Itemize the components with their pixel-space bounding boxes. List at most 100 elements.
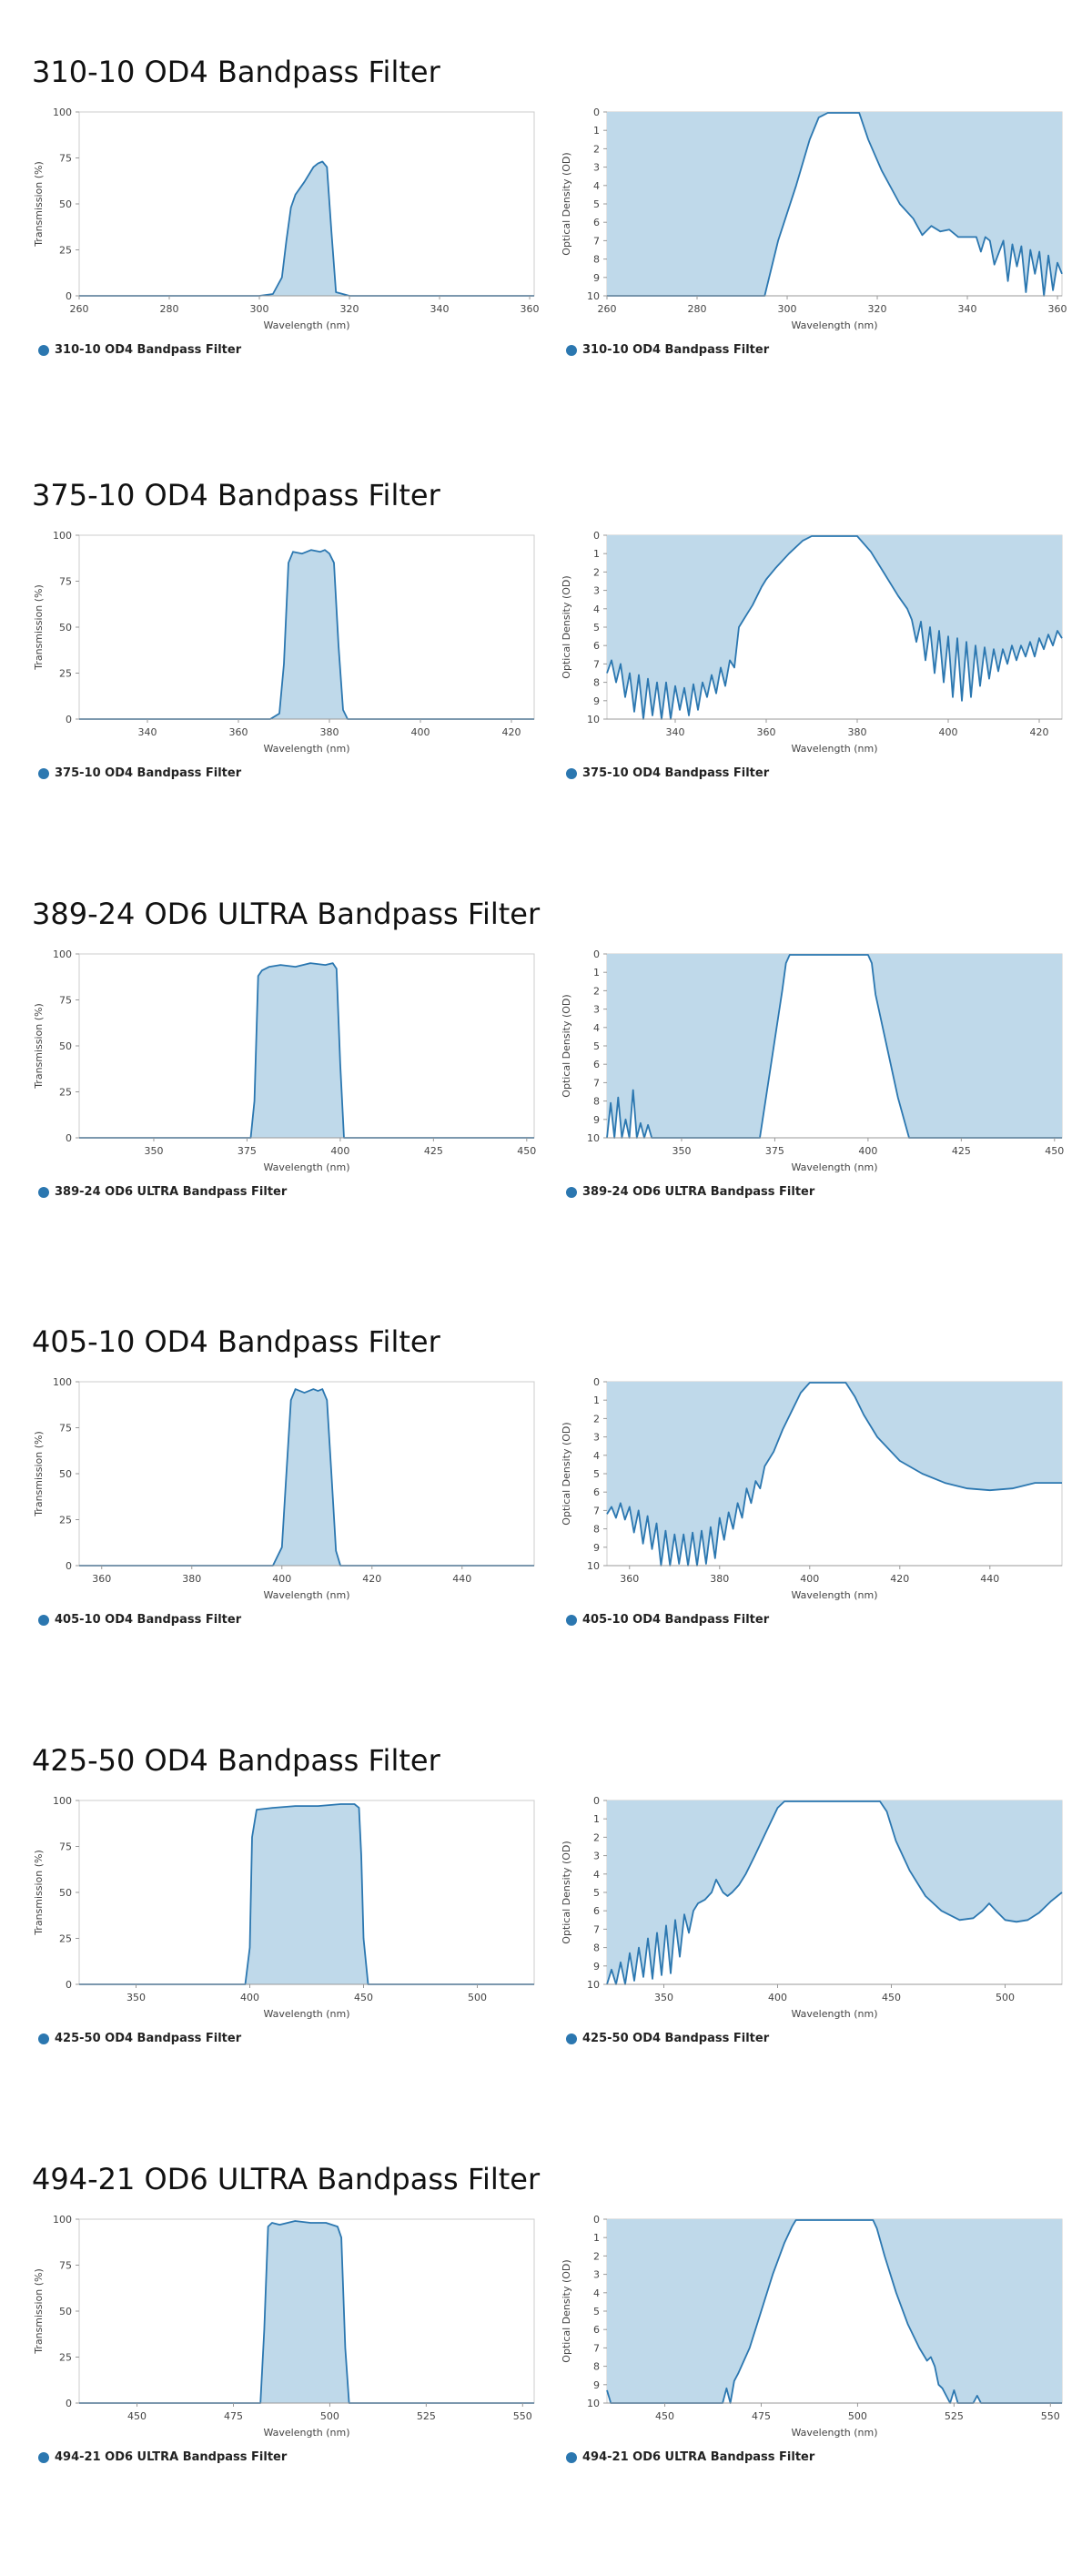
x-axis-title: Wavelength (nm) xyxy=(263,743,349,755)
x-axis-title: Wavelength (nm) xyxy=(791,743,877,755)
optical-density-chart: 0 1 2 3 4 5 6 7 8 9 10 350 375 400 425 450 Wavelength (n… xyxy=(557,947,1067,1211)
y-tick-label: 6 xyxy=(593,1059,600,1070)
x-tick-label: 360 xyxy=(229,726,248,738)
x-axis-title: Wavelength (nm) xyxy=(791,2008,877,2020)
y-tick-label: 0 xyxy=(593,1376,600,1388)
y-tick-label: 25 xyxy=(59,1933,72,1945)
y-tick-label: 4 xyxy=(593,1869,600,1881)
chart-legend[interactable]: 405-10 OD4 Bandpass Filter xyxy=(566,1613,769,1627)
legend-label: 310-10 OD4 Bandpass Filter xyxy=(55,343,242,357)
y-axis-title: Optical Density (OD) xyxy=(561,152,572,255)
legend-marker-icon xyxy=(566,1186,577,1198)
y-tick-label: 8 xyxy=(593,254,600,266)
legend-marker-icon xyxy=(566,767,577,779)
y-tick-label: 6 xyxy=(593,2324,600,2336)
legend-label: 405-10 OD4 Bandpass Filter xyxy=(55,1613,242,1627)
x-tick-label: 400 xyxy=(939,726,958,738)
x-tick-label: 420 xyxy=(1030,726,1049,738)
legend-label: 310-10 OD4 Bandpass Filter xyxy=(582,343,770,357)
series-area xyxy=(79,550,534,719)
x-tick-label: 400 xyxy=(411,726,430,738)
transmission-chart: 0 25 50 75 100 340 360 380 400 420 Wavelength (nm)… xyxy=(29,528,539,792)
optical-density-chart: 0 1 2 3 4 5 6 7 8 9 10 340 360 380 400 420 Wavelength (n… xyxy=(557,528,1067,792)
x-tick-label: 380 xyxy=(182,1573,201,1585)
filter-section: 375-10 OD4 Bandpass Filter 0 25 50 75 100 340 3… xyxy=(0,478,1092,878)
x-tick-label: 260 xyxy=(598,303,617,315)
y-tick-label: 9 xyxy=(593,272,600,284)
y-axis-title: Transmission (%) xyxy=(33,1431,45,1517)
x-tick-label: 475 xyxy=(224,2410,243,2422)
y-tick-label: 7 xyxy=(593,658,600,670)
y-tick-label: 7 xyxy=(593,2342,600,2354)
y-tick-label: 7 xyxy=(593,235,600,247)
chart-legend[interactable]: 405-10 OD4 Bandpass Filter xyxy=(38,1613,241,1627)
y-tick-label: 75 xyxy=(59,2260,72,2272)
y-tick-label: 5 xyxy=(593,1040,600,1052)
x-tick-label: 360 xyxy=(92,1573,111,1585)
y-tick-label: 100 xyxy=(53,530,72,542)
series-area xyxy=(79,1389,534,1566)
series-line xyxy=(79,549,534,720)
chart-legend[interactable]: 494-21 OD6 ULTRA Bandpass Filter xyxy=(566,2450,814,2464)
chart-svg: 0 25 50 75 100 260 280 300 320 340 360 Wavelength (… xyxy=(33,106,540,331)
chart-legend[interactable]: 310-10 OD4 Bandpass Filter xyxy=(38,343,241,357)
x-tick-label: 340 xyxy=(430,303,450,315)
y-tick-label: 1 xyxy=(593,967,600,979)
x-tick-label: 350 xyxy=(126,1992,146,2003)
x-tick-label: 500 xyxy=(468,1992,487,2003)
y-tick-label: 8 xyxy=(593,1096,600,1108)
x-tick-label: 525 xyxy=(945,2410,964,2422)
y-tick-label: 10 xyxy=(587,1979,600,1991)
series-line xyxy=(79,1388,534,1567)
series-line xyxy=(79,962,534,1139)
chart-legend[interactable]: 425-50 OD4 Bandpass Filter xyxy=(566,2032,769,2045)
x-axis-title: Wavelength (nm) xyxy=(791,2427,877,2439)
filter-title: 389-24 OD6 ULTRA Bandpass Filter xyxy=(32,897,541,931)
y-tick-label: 8 xyxy=(593,1942,600,1954)
x-tick-label: 360 xyxy=(521,303,540,315)
chart-legend[interactable]: 389-24 OD6 ULTRA Bandpass Filter xyxy=(566,1185,814,1199)
x-axis-title: Wavelength (nm) xyxy=(263,1589,349,1601)
x-tick-label: 280 xyxy=(160,303,179,315)
legend-marker-icon xyxy=(38,2451,49,2463)
transmission-chart: 0 25 50 75 100 350 375 400 425 450 Wavelength (nm)… xyxy=(29,947,539,1211)
filter-title: 494-21 OD6 ULTRA Bandpass Filter xyxy=(32,2162,541,2196)
x-tick-label: 450 xyxy=(655,2410,674,2422)
x-axis-title: Wavelength (nm) xyxy=(791,1589,877,1601)
x-tick-label: 450 xyxy=(354,1992,373,2003)
y-tick-label: 50 xyxy=(59,1040,72,1052)
x-tick-label: 550 xyxy=(1041,2410,1060,2422)
series-area xyxy=(79,161,534,296)
y-tick-label: 1 xyxy=(593,1394,600,1406)
x-tick-label: 400 xyxy=(858,1145,877,1157)
y-axis-title: Transmission (%) xyxy=(33,161,45,248)
legend-marker-icon xyxy=(38,767,49,779)
y-tick-label: 9 xyxy=(593,695,600,707)
y-tick-label: 50 xyxy=(59,1468,72,1480)
y-tick-label: 75 xyxy=(59,995,72,1007)
x-tick-label: 440 xyxy=(452,1573,471,1585)
y-tick-label: 2 xyxy=(593,143,600,155)
transmission-chart: 0 25 50 75 100 450 475 500 525 550 Wavelength (nm)… xyxy=(29,2212,539,2476)
y-tick-label: 25 xyxy=(59,1515,72,1526)
x-tick-label: 450 xyxy=(1045,1145,1064,1157)
chart-legend[interactable]: 494-21 OD6 ULTRA Bandpass Filter xyxy=(38,2450,287,2464)
y-axis-title: Transmission (%) xyxy=(33,584,45,671)
chart-legend[interactable]: 375-10 OD4 Bandpass Filter xyxy=(566,766,769,780)
y-tick-label: 25 xyxy=(59,1087,72,1099)
y-tick-label: 4 xyxy=(593,2287,600,2299)
y-tick-label: 4 xyxy=(593,180,600,192)
y-tick-label: 0 xyxy=(593,2214,600,2226)
chart-legend[interactable]: 425-50 OD4 Bandpass Filter xyxy=(38,2032,241,2045)
x-tick-label: 450 xyxy=(882,1992,901,2003)
x-tick-label: 440 xyxy=(980,1573,999,1585)
chart-legend[interactable]: 389-24 OD6 ULTRA Bandpass Filter xyxy=(38,1185,287,1199)
chart-svg: 0 25 50 75 100 360 380 400 420 440 Wavelength (nm)… xyxy=(33,1376,535,1601)
y-tick-label: 7 xyxy=(593,1077,600,1089)
chart-legend[interactable]: 310-10 OD4 Bandpass Filter xyxy=(566,343,769,357)
y-tick-label: 100 xyxy=(53,1376,72,1388)
x-tick-label: 450 xyxy=(517,1145,536,1157)
x-tick-label: 300 xyxy=(778,303,797,315)
x-tick-label: 475 xyxy=(752,2410,771,2422)
chart-legend[interactable]: 375-10 OD4 Bandpass Filter xyxy=(38,766,241,780)
